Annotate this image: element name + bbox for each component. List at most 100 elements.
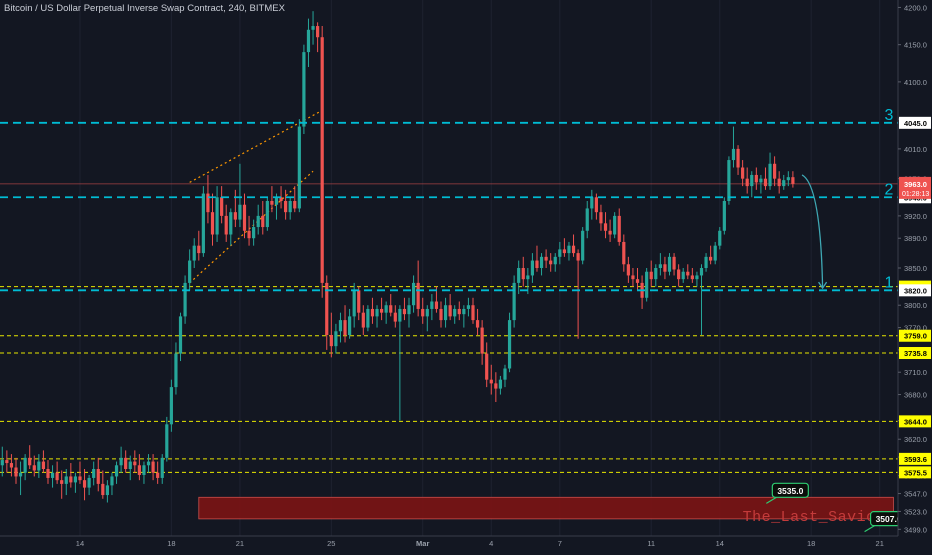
candle	[498, 375, 503, 395]
candle	[553, 253, 557, 272]
callout-pointer	[766, 496, 777, 504]
candle-body	[416, 282, 420, 309]
candle	[763, 167, 768, 190]
candle-body	[763, 178, 768, 187]
candle	[0, 446, 4, 477]
y-tick-label: 3523.0	[904, 507, 927, 516]
candle	[101, 470, 105, 499]
candle	[73, 472, 78, 493]
candle	[658, 253, 662, 276]
candle-body	[594, 197, 598, 213]
candle	[480, 320, 484, 365]
candle	[411, 275, 416, 313]
candle-body	[192, 245, 196, 261]
candle-body	[366, 308, 370, 328]
candle	[165, 416, 169, 462]
candle-body	[553, 256, 557, 265]
candle-body	[567, 245, 571, 254]
candle-body	[41, 461, 46, 469]
candle	[311, 11, 315, 45]
candle	[613, 212, 617, 239]
candle	[379, 297, 384, 321]
candle-body	[297, 126, 301, 209]
candle-body	[530, 260, 535, 276]
candle	[252, 219, 256, 246]
candle-body	[142, 465, 146, 475]
candle	[18, 461, 23, 496]
candle	[549, 253, 553, 272]
x-tick-label: 11	[647, 539, 655, 548]
candle	[677, 264, 681, 287]
candle-body	[78, 476, 82, 481]
candle-body	[603, 223, 608, 231]
candle-body	[87, 477, 91, 488]
candle-body	[526, 275, 530, 280]
x-tick-label: 18	[807, 539, 815, 548]
candle-body	[92, 469, 96, 478]
candle	[261, 201, 265, 235]
candle	[87, 474, 91, 496]
cyan-price-label: 3820.0	[904, 286, 927, 295]
yellow-price-label: 3593.6	[904, 455, 927, 464]
candle	[718, 227, 722, 250]
candle	[393, 305, 397, 328]
candle-body	[334, 331, 338, 347]
candle-body	[658, 264, 662, 268]
candle	[599, 204, 603, 231]
candle	[96, 457, 100, 492]
y-tick-label: 4010.0	[904, 145, 927, 154]
watermark-text: The_Last_Savior	[743, 509, 886, 526]
candle	[521, 256, 525, 287]
candle-body	[55, 472, 59, 481]
candle-body	[462, 308, 466, 315]
candle-body	[247, 230, 251, 239]
candle	[590, 189, 594, 220]
candle	[654, 264, 658, 287]
candle	[439, 301, 443, 328]
candle	[704, 253, 708, 272]
candle	[224, 204, 228, 242]
candle-body	[608, 230, 612, 235]
candle-body	[101, 483, 105, 496]
candle-body	[466, 305, 471, 309]
candle-body	[480, 327, 484, 354]
candle-body	[128, 461, 132, 469]
candle-body	[379, 308, 384, 313]
candle	[233, 189, 237, 228]
candle-body	[37, 461, 41, 471]
candle	[124, 450, 128, 473]
candle	[114, 461, 119, 484]
candle-body	[699, 268, 704, 276]
candle-body	[558, 249, 562, 257]
candle	[695, 271, 699, 287]
cyan-price-label: 4045.0	[904, 119, 927, 128]
candle	[503, 364, 507, 388]
candle	[389, 294, 393, 317]
candle-body	[727, 160, 731, 201]
candle-body	[411, 282, 416, 306]
candle-body	[773, 163, 777, 179]
candle	[631, 268, 635, 287]
candle	[37, 454, 41, 478]
candle	[475, 308, 480, 335]
candle	[645, 268, 649, 302]
candle-body	[571, 245, 576, 254]
candle	[206, 174, 210, 224]
candle-body	[238, 204, 242, 220]
candle	[754, 167, 758, 190]
candle-body	[0, 460, 4, 466]
candle-body	[672, 256, 676, 270]
candle-body	[544, 256, 548, 261]
candle	[457, 301, 461, 321]
candle-body	[503, 368, 507, 380]
candle-body	[50, 472, 55, 478]
y-tick-label: 3680.0	[904, 391, 927, 400]
x-tick-label: 18	[167, 539, 175, 548]
level-tag: 3	[885, 107, 894, 124]
candle	[402, 297, 407, 321]
x-tick-label: 21	[236, 539, 244, 548]
candle-body	[613, 215, 617, 235]
candle	[284, 189, 288, 220]
